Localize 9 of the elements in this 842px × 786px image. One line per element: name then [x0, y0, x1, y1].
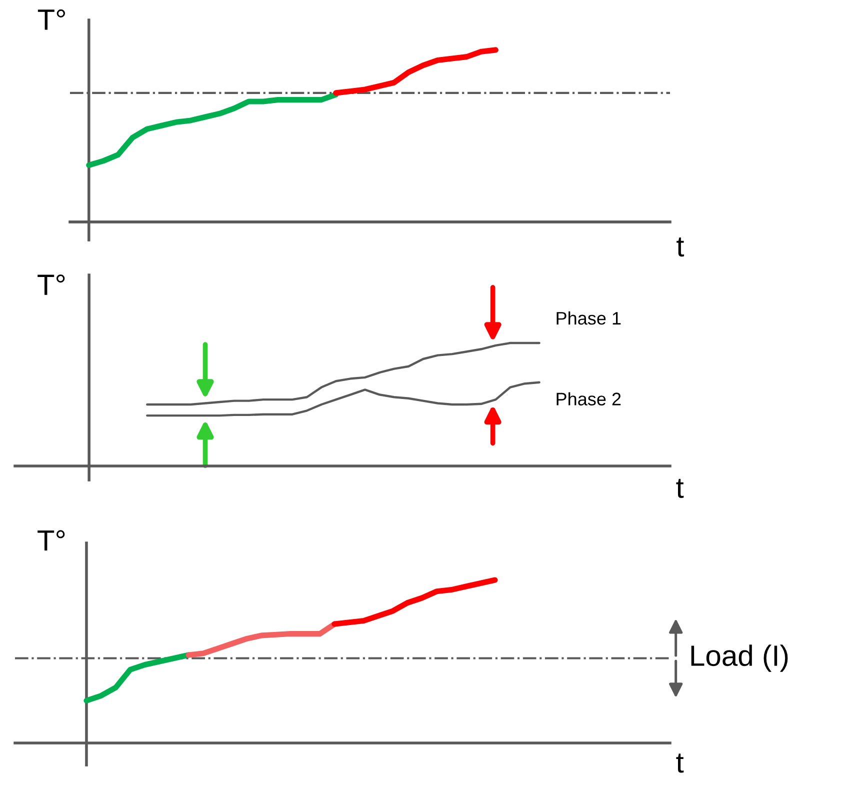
- y-axis-title: T°: [38, 274, 65, 295]
- y-axis-title: T°: [38, 9, 65, 30]
- text: Load (I): [691, 644, 788, 672]
- x-axis-title: t: [676, 754, 684, 773]
- x-axis-title: t: [676, 478, 684, 498]
- series-label: Phase 1: [556, 311, 621, 325]
- series-label: Phase 2: [556, 392, 621, 406]
- y-axis-title: T°: [38, 530, 65, 551]
- x-axis-title: t: [676, 237, 684, 257]
